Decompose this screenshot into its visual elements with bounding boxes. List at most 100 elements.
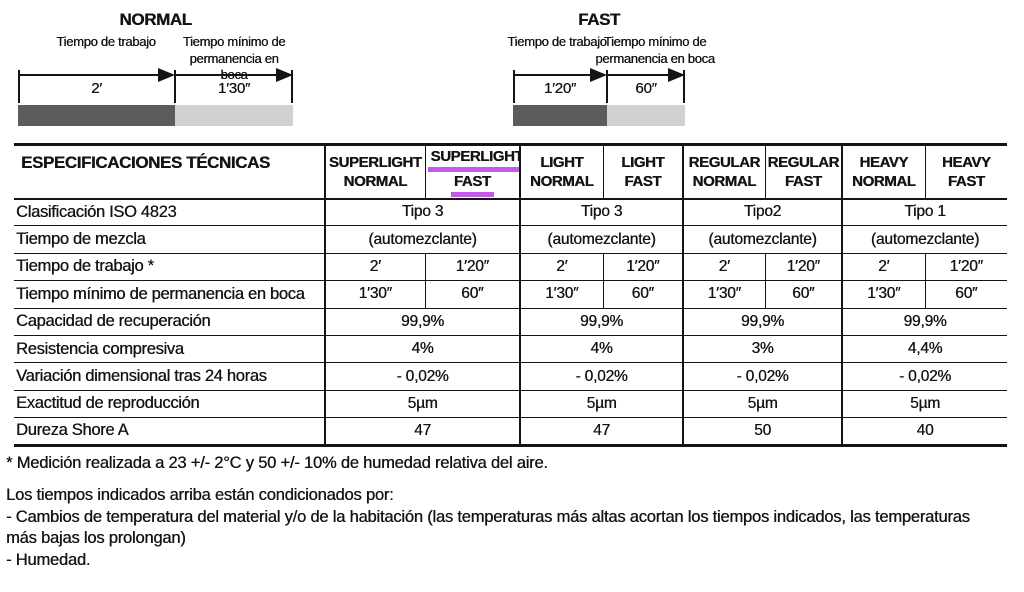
col-header-regular-normal: REGULAR NORMAL bbox=[682, 144, 765, 200]
cell-value: 3% bbox=[682, 335, 842, 364]
arrow-right-icon bbox=[276, 68, 293, 82]
table-header-row: ESPECIFICACIONES TÉCNICAS SUPERLIGHT NORM… bbox=[14, 144, 1007, 200]
cell-value: 60″ bbox=[602, 280, 683, 309]
row-label: Tiempo mínimo de permanencia en boca bbox=[14, 280, 325, 309]
table-row: Tiempo mínimo de permanencia en boca 1′3… bbox=[14, 280, 1007, 309]
col-header-superlight-fast: SUPERLIGHT FAST bbox=[424, 144, 520, 200]
tick-mark bbox=[18, 70, 20, 103]
col-header-heavy-normal: HEAVY NORMAL bbox=[841, 144, 925, 200]
segment2-label: Tiempo mínimo de permanencia en boca bbox=[595, 34, 715, 66]
cell-value: 5µm bbox=[324, 390, 520, 419]
cell-value: 1′30″ bbox=[324, 280, 425, 309]
conditions-notes: Los tiempos indicados arriba están condi… bbox=[6, 485, 1020, 571]
work-time-bar bbox=[18, 105, 175, 126]
col-header-regular-fast: REGULAR FAST bbox=[764, 144, 842, 200]
cell-value: 1′20″ bbox=[764, 253, 842, 282]
cell-value: 5µm bbox=[519, 390, 683, 419]
segment2-label: Tiempo mínimo de permanencia en boca bbox=[182, 34, 286, 82]
row-label: Resistencia compresiva bbox=[14, 335, 325, 364]
table-row: Dureza Shore A 47 47 50 40 bbox=[14, 417, 1007, 446]
row-label: Clasificación ISO 4823 bbox=[14, 198, 325, 227]
cell-value: 1′20″ bbox=[602, 253, 683, 282]
cell-value: 99,9% bbox=[841, 308, 1007, 336]
cell-value: 1′30″ bbox=[682, 280, 765, 309]
row-label: Exactitud de reproducción bbox=[14, 390, 325, 419]
col-header-heavy-fast: HEAVY FAST bbox=[924, 144, 1007, 200]
note-line: - Humedad. bbox=[6, 550, 91, 569]
segment1-time: 1′20″ bbox=[543, 80, 577, 97]
purple-highlight: FAST bbox=[450, 172, 494, 197]
cell-value: 47 bbox=[519, 417, 683, 446]
cell-value: 2′ bbox=[519, 253, 603, 282]
timeline-arrow-line bbox=[175, 74, 278, 76]
cell-value: (automezclante) bbox=[519, 225, 683, 254]
spec-table: ESPECIFICACIONES TÉCNICAS SUPERLIGHT NORM… bbox=[14, 143, 1007, 447]
table-row: Resistencia compresiva 4% 4% 3% 4,4% bbox=[14, 335, 1007, 364]
cell-value: 4% bbox=[324, 335, 520, 364]
cell-value: 1′30″ bbox=[841, 280, 925, 309]
cell-value: 1′30″ bbox=[519, 280, 603, 309]
arrow-right-icon bbox=[668, 68, 685, 82]
work-time-bar bbox=[513, 105, 607, 126]
cell-value: 40 bbox=[841, 417, 1007, 446]
cell-value: 2′ bbox=[682, 253, 765, 282]
mouth-time-bar bbox=[607, 105, 685, 126]
mouth-time-bar bbox=[175, 105, 293, 126]
cell-value: (automezclante) bbox=[682, 225, 842, 254]
row-label: Tiempo de trabajo * bbox=[14, 253, 325, 282]
arrow-right-icon bbox=[590, 68, 607, 82]
cell-value: (automezclante) bbox=[324, 225, 520, 254]
cell-value: 4% bbox=[519, 335, 683, 364]
cell-value: - 0,02% bbox=[519, 362, 683, 391]
segment1-time: 2′ bbox=[91, 80, 102, 97]
cell-value: 60″ bbox=[924, 280, 1007, 309]
col-header-superlight-normal: SUPERLIGHT NORMAL bbox=[324, 144, 425, 200]
cell-value: 5µm bbox=[682, 390, 842, 419]
cell-value: (automezclante) bbox=[841, 225, 1007, 254]
diagram-title-fast: FAST bbox=[578, 10, 620, 29]
cell-value: 2′ bbox=[841, 253, 925, 282]
table-row: Exactitud de reproducción 5µm 5µm 5µm 5µ… bbox=[14, 390, 1007, 419]
tick-mark bbox=[174, 70, 176, 103]
segment2-time: 60″ bbox=[635, 80, 657, 97]
cell-value: - 0,02% bbox=[324, 362, 520, 391]
tick-mark bbox=[606, 70, 608, 103]
row-label: Dureza Shore A bbox=[14, 417, 325, 446]
measurement-footnote: * Medición realizada a 23 +/- 2°C y 50 +… bbox=[6, 454, 548, 472]
cell-value: 4,4% bbox=[841, 335, 1007, 364]
table-row: Clasificación ISO 4823 Tipo 3 Tipo 3 Tip… bbox=[14, 198, 1007, 227]
purple-highlight: SUPERLIGHT bbox=[427, 147, 520, 172]
table-row: Capacidad de recuperación 99,9% 99,9% 99… bbox=[14, 308, 1007, 336]
tick-mark bbox=[513, 70, 515, 103]
cell-value: - 0,02% bbox=[682, 362, 842, 391]
cell-value: 99,9% bbox=[519, 308, 683, 336]
cell-value: 50 bbox=[682, 417, 842, 446]
cell-value: 47 bbox=[324, 417, 520, 446]
cell-value: Tipo 3 bbox=[519, 198, 683, 227]
tick-mark bbox=[683, 70, 685, 103]
arrow-right-icon bbox=[158, 68, 175, 82]
cell-value: 60″ bbox=[764, 280, 842, 309]
cell-value: 1′20″ bbox=[924, 253, 1007, 282]
table-row: Tiempo de trabajo * 2′ 1′20″ 2′ 1′20″ 2′… bbox=[14, 253, 1007, 282]
cell-value: Tipo 3 bbox=[324, 198, 520, 227]
cell-value: 1′20″ bbox=[424, 253, 520, 282]
segment2-time: 1′30″ bbox=[217, 80, 251, 97]
table-title: ESPECIFICACIONES TÉCNICAS bbox=[14, 144, 325, 200]
tick-mark bbox=[291, 70, 293, 103]
timeline-arrow-line bbox=[607, 74, 669, 76]
segment1-label: Tiempo de trabajo bbox=[56, 34, 156, 49]
table-row: Variación dimensional tras 24 horas - 0,… bbox=[14, 362, 1007, 391]
cell-value: 60″ bbox=[424, 280, 520, 309]
cell-value: Tipo 1 bbox=[841, 198, 1007, 227]
row-label: Tiempo de mezcla bbox=[14, 225, 325, 254]
note-line: Los tiempos indicados arriba están condi… bbox=[6, 486, 394, 504]
diagram-title-normal: NORMAL bbox=[119, 10, 192, 29]
segment1-label: Tiempo de trabajo bbox=[507, 34, 607, 49]
cell-value: - 0,02% bbox=[841, 362, 1007, 391]
cell-value: 2′ bbox=[324, 253, 425, 282]
cell-value: 99,9% bbox=[682, 308, 842, 336]
note-line: - Cambios de temperatura del material y/… bbox=[6, 507, 970, 526]
table-row: Tiempo de mezcla (automezclante) (autome… bbox=[14, 225, 1007, 254]
